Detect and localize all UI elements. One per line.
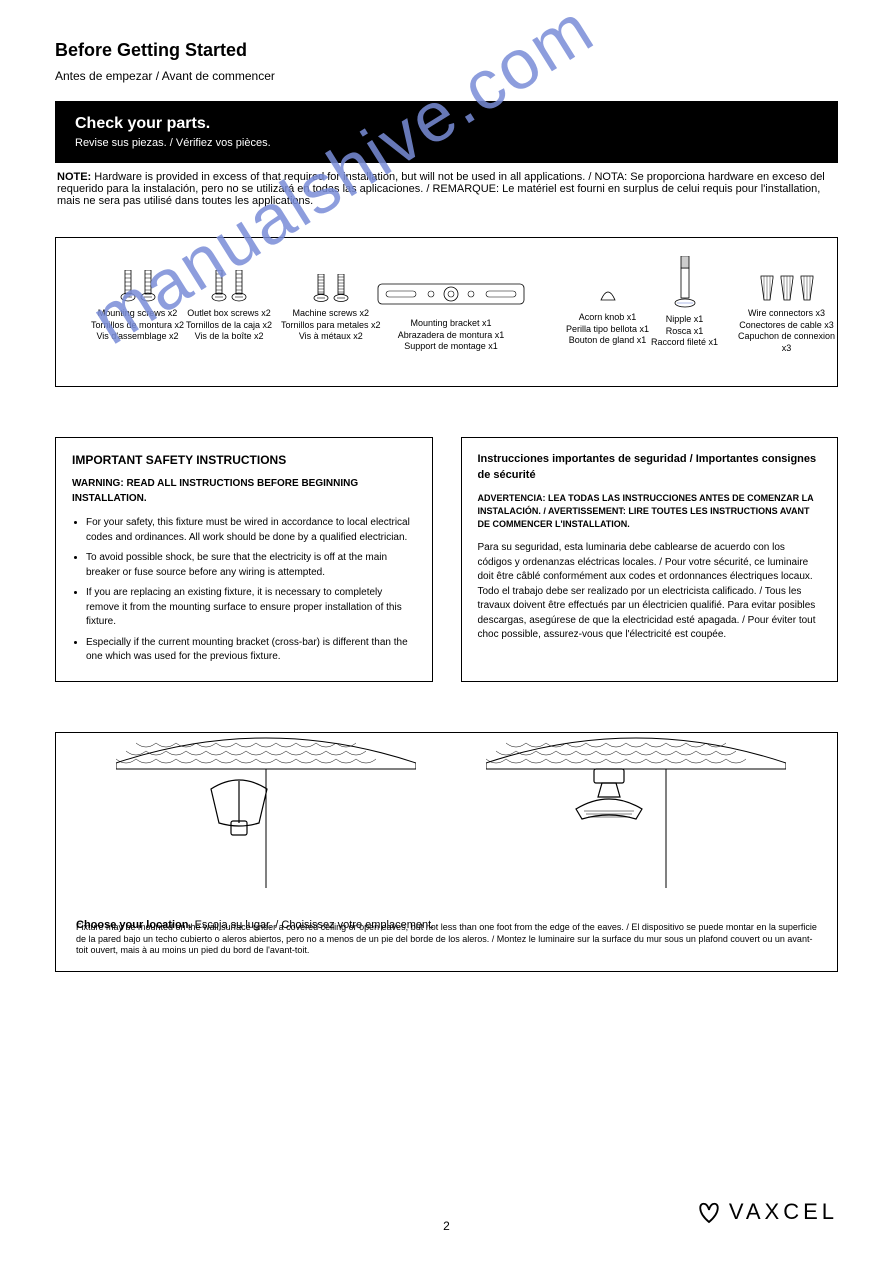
house-wall-icon [116,733,416,893]
safety-box-alt: Instrucciones importantes de seguridad /… [461,437,839,682]
list-item: If you are replacing an existing fixture… [86,586,416,630]
hw-machine-screws: Machine screws x2 Tornillos para metales… [281,274,381,343]
screw-icon [313,274,329,302]
hw-knob: Acorn knob x1 Perilla tipo bellota x1 Bo… [566,288,649,347]
hw-label: Nipple x1 Rosca x1 Raccord fileté x1 [651,314,718,349]
box-title: IMPORTANT SAFETY INSTRUCTIONS [72,452,416,469]
section-bar: Check your parts. Revise sus piezas. / V… [55,101,838,163]
nipple-icon [674,256,696,308]
hw-bracket: Mounting bracket x1 Abrazadera de montur… [376,280,526,353]
bar-title: Check your parts. [75,115,818,133]
safety-box-en: IMPORTANT SAFETY INSTRUCTIONS WARNING: R… [55,437,433,682]
box-list: For your safety, this fixture must be wi… [72,516,416,665]
bar-note: NOTE: Hardware is provided in excess of … [55,171,838,207]
list-item: Especially if the current mounting brack… [86,636,416,665]
box-sub: ADVERTENCIA: LEA TODAS LAS INSTRUCCIONES… [478,492,822,531]
screw-icon [333,274,349,302]
bracket-icon [376,280,526,308]
hw-outlet-screws: Outlet box screws x2 Tornillos de la caj… [186,270,272,343]
screw-icon [140,270,156,302]
list-item: For your safety, this fixture must be wi… [86,516,416,545]
hw-nipple: Nipple x1 Rosca x1 Raccord fileté x1 [651,256,718,349]
hw-mounting-screws: Mounting screws x2 Tornillos de montura … [91,270,184,343]
box-body: Para su seguridad, esta luminaria debe c… [478,541,822,643]
note-prefix: NOTE: [57,171,91,183]
screw-icon [120,270,136,302]
hw-label: Acorn knob x1 Perilla tipo bellota x1 Bo… [566,312,649,347]
hw-wirenuts: Wire connectors x3 Conectores de cable x… [736,272,837,355]
hw-label: Mounting bracket x1 Abrazadera de montur… [398,318,505,353]
wirenut-icon [779,272,795,302]
page-subtitle: Antes de empezar / Avant de commencer [55,69,838,83]
hw-label: Mounting screws x2 Tornillos de montura … [91,308,184,343]
list-item: To avoid possible shock, be sure that th… [86,551,416,580]
bar-sub: Revise sus piezas. / Vérifiez vos pièces… [75,137,818,149]
note-text: Hardware is provided in excess of that r… [57,171,825,207]
screw-icon [211,270,227,302]
wirenut-icon [799,272,815,302]
hw-label: Outlet box screws x2 Tornillos de la caj… [186,308,272,343]
hw-label: Wire connectors x3 Conectores de cable x… [736,308,837,355]
hardware-box: Mounting screws x2 Tornillos de montura … [55,237,838,387]
screw-icon [231,270,247,302]
hw-label: Machine screws x2 Tornillos para metales… [281,308,381,343]
logo-text: VAXCEL [729,1199,838,1225]
instructions-row: IMPORTANT SAFETY INSTRUCTIONS WARNING: R… [55,437,838,682]
heart-icon [695,1200,723,1224]
knob-icon [599,288,617,302]
vaxcel-logo: VAXCEL [695,1199,838,1225]
location-body: Fixture may be mounted on the wall surfa… [76,922,818,957]
house-ceiling-icon [486,733,786,893]
box-title: Instrucciones importantes de seguridad /… [478,452,822,484]
wirenut-icon [759,272,775,302]
page-title: Before Getting Started [55,40,838,61]
location-box: Choose your location. Escoja su lugar. /… [55,732,838,972]
box-sub: WARNING: READ ALL INSTRUCTIONS BEFORE BE… [72,477,416,506]
